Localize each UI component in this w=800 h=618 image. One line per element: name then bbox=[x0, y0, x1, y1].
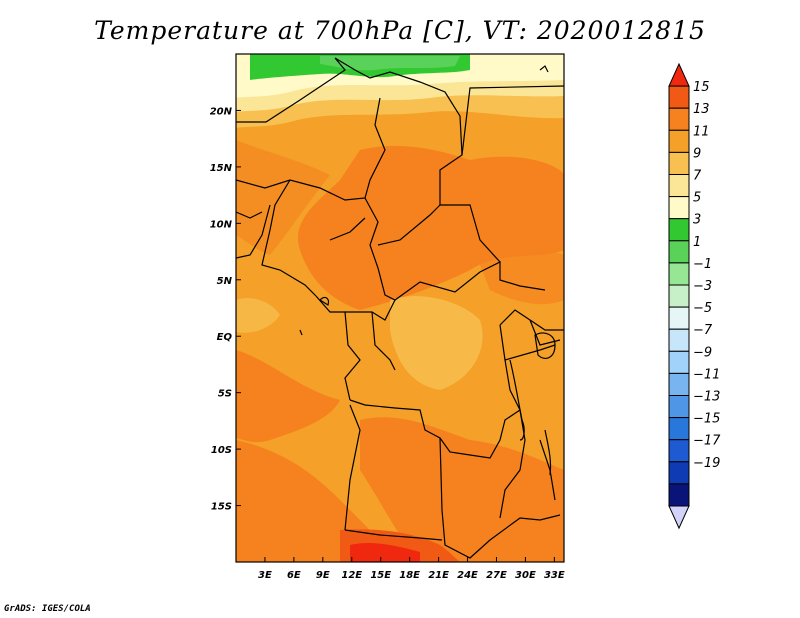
colorbar-swatch bbox=[668, 483, 690, 507]
lon-tick-label: 24E bbox=[457, 570, 478, 581]
lon-tick-label: 21E bbox=[428, 570, 449, 581]
lakes bbox=[299, 65, 556, 476]
colorbar-swatch bbox=[668, 151, 690, 175]
lon-tick-label: 9E bbox=[316, 570, 330, 581]
colorbar-label: 7 bbox=[693, 169, 702, 184]
colorbar-label: 15 bbox=[693, 80, 710, 95]
colorbar-swatch bbox=[668, 284, 690, 308]
lat-tick-label: 10S bbox=[211, 445, 232, 456]
colorbar-swatch bbox=[668, 417, 690, 441]
lon-tick-label: 33E bbox=[544, 570, 565, 581]
colorbar-swatch bbox=[668, 85, 690, 109]
colorbar-label: −7 bbox=[693, 323, 713, 338]
longitude-ticks: 3E 6E 9E 12E 15E 18E 21E 24E 27E 30E 33E bbox=[258, 557, 565, 581]
lat-tick-label: 10N bbox=[210, 219, 233, 230]
colorbar-label: 5 bbox=[693, 191, 701, 206]
colorbar-swatch bbox=[668, 107, 690, 131]
map-title: Temperature at 700hPa [C], VT: 202001281… bbox=[94, 16, 706, 45]
colorbar-label: −11 bbox=[693, 367, 720, 382]
colorbar: 15 13 11 9 7 5 3 1 −1 −3 −5 −7 −9 −11 −13 −15 −17 −19 bbox=[668, 62, 721, 530]
grads-credit: GrADS: IGES/COLA bbox=[4, 604, 91, 614]
lon-tick-label: 27E bbox=[486, 570, 507, 581]
lon-tick-label: 12E bbox=[341, 570, 362, 581]
colorbar-swatch bbox=[668, 306, 690, 330]
colorbar-label: −1 bbox=[693, 257, 712, 272]
colorbar-swatch bbox=[668, 196, 690, 220]
colorbar-label: −19 bbox=[693, 456, 720, 471]
colorbar-label: 9 bbox=[693, 146, 701, 161]
temperature-field bbox=[236, 54, 564, 562]
colorbar-swatch bbox=[668, 461, 690, 485]
colorbar-label: −3 bbox=[693, 279, 712, 294]
lat-tick-label: 15N bbox=[210, 163, 233, 174]
colorbar-label: −13 bbox=[693, 390, 720, 405]
colorbar-swatch bbox=[668, 218, 690, 242]
colorbar-swatch bbox=[668, 129, 690, 153]
lat-tick-label: 5S bbox=[218, 389, 232, 400]
colorbar-label: 1 bbox=[693, 235, 701, 250]
lat-tick-label: EQ bbox=[217, 332, 233, 343]
colorbar-label: −5 bbox=[693, 301, 712, 316]
colorbar-swatch bbox=[668, 262, 690, 286]
lat-tick-label: 15S bbox=[211, 502, 232, 513]
lon-tick-label: 30E bbox=[515, 570, 536, 581]
colorbar-label: 13 bbox=[693, 102, 710, 117]
lat-tick-label: 20N bbox=[210, 106, 233, 117]
lon-tick-label: 18E bbox=[399, 570, 420, 581]
country-borders bbox=[236, 57, 564, 559]
colorbar-label: 11 bbox=[693, 124, 710, 139]
lon-tick-label: 15E bbox=[370, 570, 391, 581]
colorbar-top-arrow bbox=[668, 62, 690, 87]
colorbar-swatch bbox=[668, 174, 690, 198]
colorbar-label: −15 bbox=[693, 412, 720, 427]
colorbar-swatch bbox=[668, 350, 690, 374]
colorbar-swatch bbox=[668, 395, 690, 419]
lat-tick-label: 5N bbox=[217, 276, 233, 287]
colorbar-swatch bbox=[668, 439, 690, 463]
colorbar-swatch bbox=[668, 328, 690, 352]
colorbar-swatch bbox=[668, 240, 690, 264]
lon-tick-label: 6E bbox=[287, 570, 301, 581]
colorbar-label: 3 bbox=[693, 213, 701, 228]
latitude-ticks: 20N 15N 10N 5N EQ 5S 10S 15S bbox=[210, 106, 241, 513]
colorbar-swatch bbox=[668, 372, 690, 396]
map-frame bbox=[235, 53, 565, 563]
colorbar-bottom-arrow bbox=[668, 505, 690, 530]
colorbar-label: −9 bbox=[693, 345, 712, 360]
colorbar-label: −17 bbox=[693, 434, 721, 449]
lon-tick-label: 3E bbox=[258, 570, 272, 581]
